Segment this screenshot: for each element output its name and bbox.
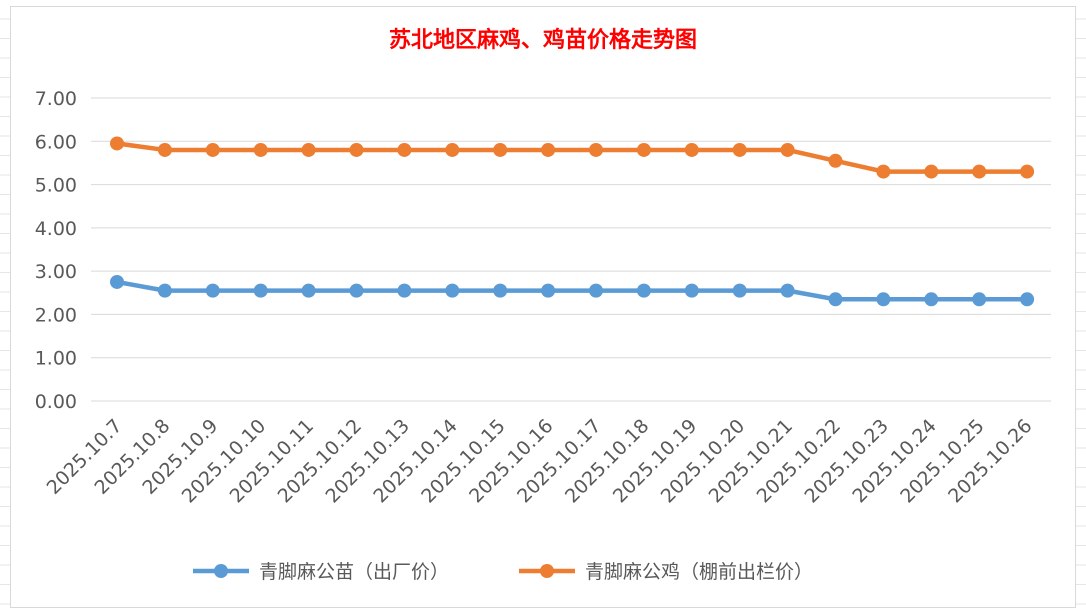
x-axis-ticks: 2025.10.72025.10.82025.10.92025.10.10202… bbox=[43, 415, 1037, 507]
data-point[interactable] bbox=[157, 142, 172, 157]
legend: 青脚麻公苗（出厂价） 青脚麻公鸡（棚前出栏价） bbox=[193, 561, 813, 583]
data-point[interactable] bbox=[445, 283, 460, 298]
data-point[interactable] bbox=[493, 283, 508, 298]
data-point[interactable] bbox=[541, 283, 556, 298]
y-tick-label: 1.00 bbox=[35, 348, 77, 370]
data-point[interactable] bbox=[780, 283, 795, 298]
data-point[interactable] bbox=[1020, 292, 1035, 307]
data-point[interactable] bbox=[253, 142, 268, 157]
data-point[interactable] bbox=[157, 283, 172, 298]
data-point[interactable] bbox=[972, 164, 987, 179]
data-point[interactable] bbox=[253, 283, 268, 298]
data-point[interactable] bbox=[828, 153, 843, 168]
data-point[interactable] bbox=[205, 283, 220, 298]
series-lines bbox=[110, 136, 1035, 307]
series-2 bbox=[110, 136, 1035, 179]
y-tick-label: 7.00 bbox=[35, 88, 77, 110]
data-point[interactable] bbox=[397, 142, 412, 157]
y-tick-label: 3.00 bbox=[35, 261, 77, 283]
data-point[interactable] bbox=[636, 283, 651, 298]
line-chart: 0.00 1.00 2.00 3.00 4.00 5.00 6.00 7.00 2025.10… bbox=[35, 27, 1051, 583]
y-tick-label: 5.00 bbox=[35, 175, 77, 197]
chart-area[interactable]: 0.00 1.00 2.00 3.00 4.00 5.00 6.00 7.00 2025.10… bbox=[10, 6, 1076, 608]
data-point[interactable] bbox=[110, 274, 124, 289]
legend-item[interactable]: 青脚麻公苗（出厂价） bbox=[193, 561, 449, 583]
data-point[interactable] bbox=[349, 142, 364, 157]
legend-label: 青脚麻公苗（出厂价） bbox=[259, 561, 449, 583]
data-point[interactable] bbox=[541, 142, 556, 157]
data-point[interactable] bbox=[301, 283, 316, 298]
data-point[interactable] bbox=[205, 142, 220, 157]
data-point[interactable] bbox=[1020, 164, 1035, 179]
data-point[interactable] bbox=[876, 292, 891, 307]
data-point[interactable] bbox=[301, 142, 316, 157]
y-axis-ticks: 0.00 1.00 2.00 3.00 4.00 5.00 6.00 7.00 bbox=[35, 88, 77, 413]
data-point[interactable] bbox=[493, 142, 508, 157]
data-point[interactable] bbox=[732, 142, 747, 157]
data-point[interactable] bbox=[972, 292, 987, 307]
data-point[interactable] bbox=[397, 283, 412, 298]
y-tick-label: 2.00 bbox=[35, 304, 77, 326]
data-point[interactable] bbox=[732, 283, 747, 298]
y-tick-label: 0.00 bbox=[35, 391, 77, 413]
data-point[interactable] bbox=[924, 292, 939, 307]
data-point[interactable] bbox=[589, 283, 603, 298]
data-point[interactable] bbox=[876, 164, 891, 179]
data-point[interactable] bbox=[684, 142, 699, 157]
data-point[interactable] bbox=[110, 136, 124, 151]
legend-label: 青脚麻公鸡（棚前出栏价） bbox=[585, 561, 813, 583]
chart-title: 苏北地区麻鸡、鸡苗价格走势图 bbox=[389, 27, 697, 53]
series-line bbox=[114, 279, 1030, 302]
y-tick-label: 4.00 bbox=[35, 218, 77, 240]
gridlines bbox=[91, 97, 1051, 402]
data-point[interactable] bbox=[828, 292, 843, 307]
data-point[interactable] bbox=[780, 142, 795, 157]
data-point[interactable] bbox=[684, 283, 699, 298]
legend-swatch-marker bbox=[214, 564, 228, 578]
data-point[interactable] bbox=[636, 142, 651, 157]
data-point[interactable] bbox=[445, 142, 460, 157]
series-line bbox=[114, 141, 1030, 174]
data-point[interactable] bbox=[589, 142, 603, 157]
y-tick-label: 6.00 bbox=[35, 131, 77, 153]
legend-swatch-marker bbox=[540, 564, 554, 578]
legend-item[interactable]: 青脚麻公鸡（棚前出栏价） bbox=[519, 561, 813, 583]
data-point[interactable] bbox=[924, 164, 939, 179]
data-point[interactable] bbox=[349, 283, 364, 298]
series-1 bbox=[110, 274, 1035, 307]
